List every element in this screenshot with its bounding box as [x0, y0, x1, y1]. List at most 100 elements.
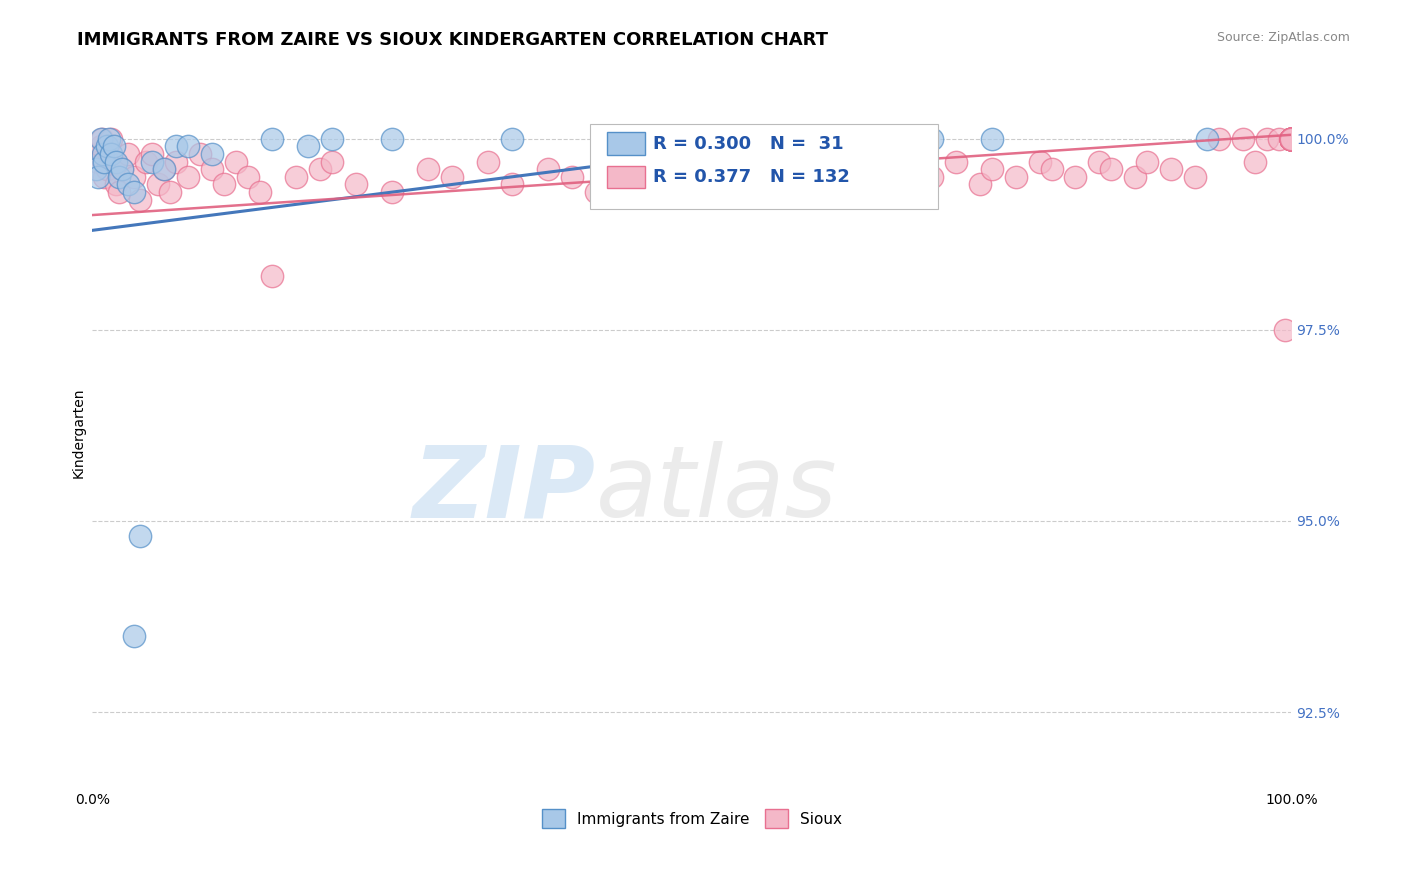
Point — [93, 154, 115, 169]
Point — [1279, 131, 1302, 145]
Point — [1232, 131, 1254, 145]
Point — [98, 147, 121, 161]
Point — [1279, 131, 1302, 145]
Point — [1279, 131, 1302, 145]
Point — [201, 147, 224, 161]
Point — [1268, 131, 1291, 145]
Point — [212, 178, 235, 192]
Point — [1279, 131, 1302, 145]
Point — [585, 185, 607, 199]
Point — [1279, 131, 1302, 145]
Point — [945, 154, 967, 169]
Point — [1279, 131, 1302, 145]
Point — [897, 162, 920, 177]
Point — [1279, 131, 1302, 145]
Point — [90, 139, 112, 153]
Point — [344, 178, 367, 192]
Point — [848, 154, 870, 169]
Point — [969, 178, 991, 192]
Point — [1279, 131, 1302, 145]
Point — [1004, 169, 1026, 184]
Point — [141, 154, 163, 169]
Point — [105, 178, 128, 192]
Point — [249, 185, 271, 199]
Point — [609, 162, 631, 177]
Point — [921, 169, 943, 184]
Point — [1279, 131, 1302, 145]
Point — [1279, 131, 1302, 145]
Point — [87, 154, 110, 169]
Point — [1279, 131, 1302, 145]
Point — [100, 131, 122, 145]
Text: atlas: atlas — [596, 442, 838, 539]
Point — [129, 529, 152, 543]
Point — [717, 185, 740, 199]
Text: R = 0.300   N =  31: R = 0.300 N = 31 — [654, 135, 844, 153]
Point — [321, 154, 343, 169]
Point — [93, 169, 115, 184]
Point — [921, 131, 943, 145]
Point — [980, 162, 1002, 177]
Point — [111, 162, 134, 177]
Point — [1279, 131, 1302, 145]
Point — [1279, 131, 1302, 145]
Point — [321, 131, 343, 145]
Point — [1279, 131, 1302, 145]
Point — [1279, 131, 1302, 145]
Point — [98, 131, 121, 145]
Point — [188, 147, 211, 161]
Point — [107, 185, 129, 199]
Point — [135, 154, 157, 169]
Point — [103, 154, 125, 169]
Point — [477, 154, 499, 169]
Point — [800, 162, 823, 177]
Point — [1279, 131, 1302, 145]
Point — [1279, 131, 1302, 145]
Point — [117, 147, 139, 161]
Point — [1279, 131, 1302, 145]
Point — [87, 169, 110, 184]
Point — [96, 139, 118, 153]
Point — [90, 131, 112, 145]
Point — [1279, 131, 1302, 145]
Point — [1279, 131, 1302, 145]
Point — [146, 178, 169, 192]
Point — [1101, 162, 1123, 177]
Point — [122, 169, 145, 184]
Point — [159, 185, 181, 199]
Point — [1279, 131, 1302, 145]
Point — [1279, 131, 1302, 145]
Point — [1125, 169, 1147, 184]
Point — [1064, 169, 1087, 184]
Point — [177, 169, 200, 184]
Point — [84, 162, 107, 177]
Point — [1279, 131, 1302, 145]
Point — [501, 178, 523, 192]
Text: R = 0.377   N = 132: R = 0.377 N = 132 — [654, 168, 851, 186]
Legend: Immigrants from Zaire, Sioux: Immigrants from Zaire, Sioux — [536, 804, 848, 834]
Point — [1279, 131, 1302, 145]
Point — [285, 169, 308, 184]
Point — [800, 131, 823, 145]
Point — [633, 154, 655, 169]
Point — [1279, 131, 1302, 145]
Point — [1279, 131, 1302, 145]
Point — [1279, 131, 1302, 145]
Point — [177, 139, 200, 153]
Point — [704, 162, 727, 177]
Point — [117, 178, 139, 192]
Point — [1040, 162, 1063, 177]
Text: Source: ZipAtlas.com: Source: ZipAtlas.com — [1216, 31, 1350, 45]
Point — [1279, 131, 1302, 145]
Point — [236, 169, 259, 184]
Point — [440, 169, 463, 184]
Point — [165, 154, 187, 169]
Point — [776, 178, 799, 192]
Point — [1279, 131, 1302, 145]
FancyBboxPatch shape — [591, 124, 938, 209]
Point — [84, 147, 107, 161]
Point — [1279, 131, 1302, 145]
Text: IMMIGRANTS FROM ZAIRE VS SIOUX KINDERGARTEN CORRELATION CHART: IMMIGRANTS FROM ZAIRE VS SIOUX KINDERGAR… — [77, 31, 828, 49]
Point — [103, 139, 125, 153]
Point — [1279, 131, 1302, 145]
